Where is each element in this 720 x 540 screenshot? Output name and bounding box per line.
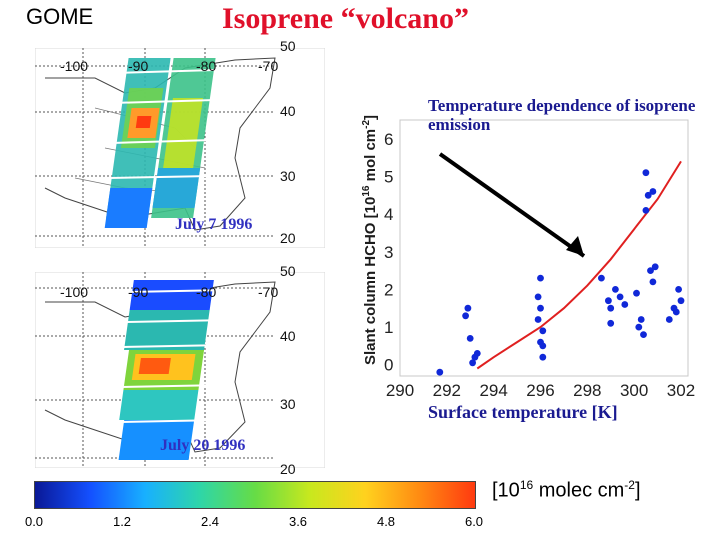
data-point [644, 191, 652, 199]
colorbar-tick: 4.8 [376, 514, 396, 529]
y-tick-label: 3 [384, 243, 393, 262]
x-tick-label: 296 [526, 381, 554, 400]
x-tick-label: 298 [573, 381, 601, 400]
map1-lat-tick: 30 [280, 168, 296, 184]
chart-annotation-title: Temperature dependence of isoprene emiss… [428, 96, 696, 134]
map-graphic [35, 48, 325, 248]
colorbar-tick: 1.2 [112, 514, 132, 529]
map1-lon-tick: -100 [60, 58, 89, 74]
y-tick-label: 6 [384, 130, 393, 149]
data-point [534, 293, 542, 301]
y-tick-label: 2 [384, 280, 393, 299]
data-point [677, 297, 685, 305]
slide-title: Isoprene “volcano” [222, 2, 469, 35]
x-tick-label: 302 [667, 381, 695, 400]
data-point [539, 327, 547, 335]
y-tick-label: 5 [384, 167, 393, 186]
y-tick-label: 0 [384, 356, 393, 375]
data-point [672, 308, 680, 316]
data-point [466, 335, 474, 342]
colorbar-tick: 3.6 [288, 514, 308, 529]
data-point [537, 274, 544, 282]
map2-lat-tick: 40 [280, 328, 296, 344]
data-point [462, 312, 469, 320]
map2-lon-tick: -70 [258, 284, 279, 300]
map2-lon-tick: -80 [196, 284, 217, 300]
data-point [469, 359, 476, 367]
data-point [647, 267, 654, 274]
data-point [537, 304, 544, 312]
data-point [675, 286, 682, 293]
data-point [616, 293, 624, 301]
data-point [640, 331, 647, 338]
data-point [651, 263, 659, 271]
x-tick-label: 294 [479, 381, 507, 400]
map2-date: July 20 1996 [160, 437, 246, 454]
data-point [539, 353, 547, 361]
map2-lat-tick: 50 [280, 263, 296, 279]
map1-date: July 7 1996 [175, 216, 253, 233]
map2-lon-tick: -100 [60, 284, 89, 300]
map-graphic [35, 272, 325, 468]
data-point [534, 316, 542, 323]
colorbar-unit: [1016 molec cm-2] [492, 478, 641, 502]
map1-lon-tick: -80 [196, 58, 217, 74]
colorbar [34, 481, 476, 509]
map2-lat-tick: 30 [280, 396, 296, 412]
data-point [621, 301, 629, 308]
x-axis-label: Surface temperature [K] [428, 402, 618, 422]
annotation-arrowhead [566, 236, 584, 256]
gome-map-july-20 [35, 272, 325, 468]
data-point [607, 319, 615, 327]
data-point [612, 286, 619, 293]
data-point [607, 304, 615, 312]
map1-lat-tick: 50 [280, 38, 296, 54]
colorbar-tick: 0.0 [24, 514, 44, 529]
colorbar-tick: 2.4 [200, 514, 220, 529]
fit-curve [476, 160, 682, 370]
map1-lat-tick: 20 [280, 230, 296, 246]
data-point [637, 316, 645, 323]
x-tick-label: 292 [433, 381, 461, 400]
x-tick-label: 290 [386, 381, 414, 400]
data-point [665, 316, 673, 323]
data-point [649, 188, 657, 195]
x-tick-label: 300 [620, 381, 648, 400]
map1-lon-tick: -70 [258, 58, 279, 74]
data-point [642, 169, 650, 177]
data-point [649, 278, 657, 286]
gome-map-july-7 [35, 48, 325, 248]
data-point [635, 323, 643, 331]
y-tick-label: 4 [384, 205, 393, 224]
data-point [598, 274, 605, 282]
map2-lon-tick: -90 [128, 284, 149, 300]
data-point [436, 368, 444, 376]
colorbar-tick: 6.0 [464, 514, 484, 529]
map1-lat-tick: 40 [280, 103, 296, 119]
data-point [633, 289, 640, 297]
data-point [539, 342, 547, 350]
annotation-arrow [438, 152, 586, 258]
y-axis-label: Slant column HCHO [1016 mol cm-2] [361, 114, 379, 366]
data-point [605, 297, 612, 305]
data-point [464, 304, 472, 312]
data-point [473, 350, 481, 357]
scatter-chart: 0 1 2 3 4 5 6 290 292 294 296 298 300 302 [384, 119, 695, 400]
y-tick-label: 1 [384, 318, 393, 337]
map2-lat-tick: 20 [280, 461, 296, 477]
data-point [642, 207, 650, 214]
map1-lon-tick: -90 [128, 58, 149, 74]
instrument-label: GOME [26, 4, 94, 29]
